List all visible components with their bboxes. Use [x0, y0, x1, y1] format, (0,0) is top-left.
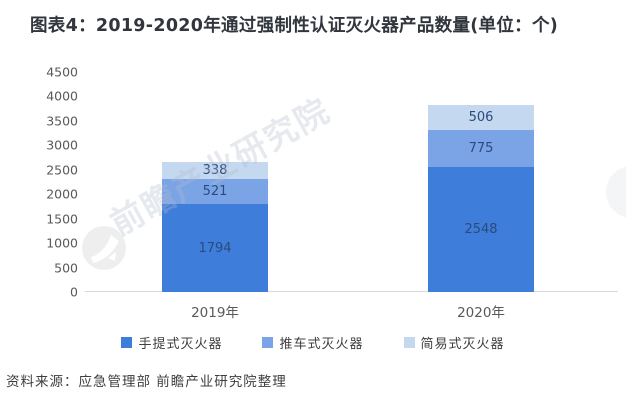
legend-item: 简易式灭火器 — [403, 333, 505, 352]
bar-segment: 775 — [428, 129, 534, 168]
bar-segment: 506 — [428, 104, 534, 130]
y-tick-label: 1500 — [46, 211, 78, 227]
y-tick-label: 3000 — [46, 137, 78, 153]
bar-value-label: 1794 — [198, 240, 232, 256]
bar-segment: 1794 — [162, 204, 268, 292]
bar-value-label: 506 — [468, 109, 494, 125]
legend-swatch-icon — [403, 337, 415, 348]
source-note: 资料来源：应急管理部 前瞻产业研究院整理 — [6, 374, 287, 390]
legend-swatch-icon — [121, 337, 133, 348]
bar-segment: 2548 — [428, 167, 534, 292]
bar-value-label: 2548 — [464, 222, 498, 238]
stacked-bar-2020年: 506 775 2548 — [428, 104, 534, 292]
bar-value-label: 338 — [202, 163, 228, 179]
legend-swatch-icon — [262, 337, 274, 348]
y-tick-label: 4000 — [46, 88, 78, 104]
y-tick-label: 2000 — [46, 186, 78, 202]
y-tick-label: 1000 — [46, 235, 78, 251]
x-axis-label: 2019年 — [191, 305, 239, 321]
legend-item: 推车式灭火器 — [262, 333, 363, 352]
legend-label: 推车式灭火器 — [279, 337, 364, 352]
bar-segment: 521 — [162, 178, 268, 205]
bar-segment: 338 — [162, 162, 268, 179]
y-tick-label: 0 — [70, 284, 78, 300]
bar-value-label: 775 — [468, 141, 494, 156]
y-tick-label: 4500 — [46, 64, 78, 80]
y-tick-label: 500 — [54, 260, 78, 276]
chart-title: 图表4：2019-2020年通过强制性认证灭火器产品数量(单位：个) — [30, 16, 559, 36]
legend-label: 手提式灭火器 — [138, 337, 223, 352]
y-tick-label: 2500 — [46, 162, 78, 178]
bar-value-label: 521 — [202, 184, 228, 200]
x-axis-label: 2020年 — [457, 305, 505, 321]
legend-item: 手提式灭火器 — [121, 333, 222, 352]
y-tick-label: 3500 — [46, 113, 78, 129]
x-axis-line — [85, 291, 618, 292]
stacked-bar-2019年: 338 521 1794 — [162, 162, 268, 292]
chart-legend: 手提式灭火器 推车式灭火器 简易式灭火器 — [0, 333, 626, 352]
legend-label: 简易式灭火器 — [420, 337, 505, 352]
